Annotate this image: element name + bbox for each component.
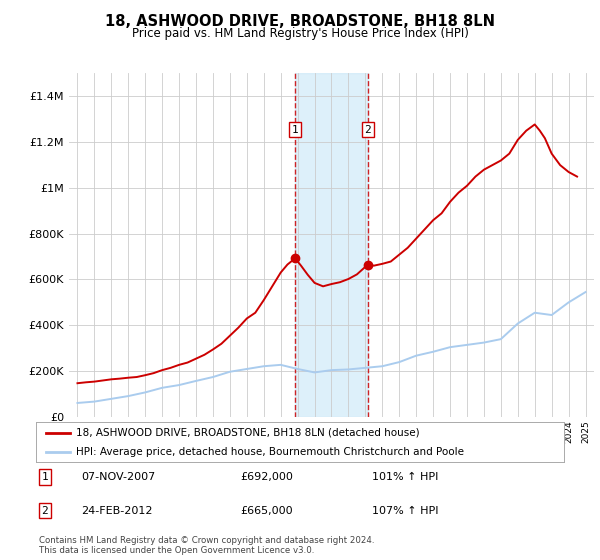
Text: 18, ASHWOOD DRIVE, BROADSTONE, BH18 8LN: 18, ASHWOOD DRIVE, BROADSTONE, BH18 8LN xyxy=(105,14,495,29)
Bar xyxy=(295,73,368,417)
Text: £665,000: £665,000 xyxy=(240,506,293,516)
Text: 2: 2 xyxy=(365,125,371,134)
Text: 18, ASHWOOD DRIVE, BROADSTONE, BH18 8LN (detached house): 18, ASHWOOD DRIVE, BROADSTONE, BH18 8LN … xyxy=(76,428,419,438)
Text: 07-NOV-2007: 07-NOV-2007 xyxy=(81,472,155,482)
Text: £692,000: £692,000 xyxy=(240,472,293,482)
Text: Contains HM Land Registry data © Crown copyright and database right 2024.
This d: Contains HM Land Registry data © Crown c… xyxy=(39,536,374,555)
Text: 1: 1 xyxy=(292,125,298,134)
Text: 24-FEB-2012: 24-FEB-2012 xyxy=(81,506,152,516)
Text: 107% ↑ HPI: 107% ↑ HPI xyxy=(372,506,439,516)
Text: 101% ↑ HPI: 101% ↑ HPI xyxy=(372,472,439,482)
Text: Price paid vs. HM Land Registry's House Price Index (HPI): Price paid vs. HM Land Registry's House … xyxy=(131,27,469,40)
Text: 2: 2 xyxy=(41,506,49,516)
Text: HPI: Average price, detached house, Bournemouth Christchurch and Poole: HPI: Average price, detached house, Bour… xyxy=(76,447,464,457)
Text: 1: 1 xyxy=(41,472,49,482)
